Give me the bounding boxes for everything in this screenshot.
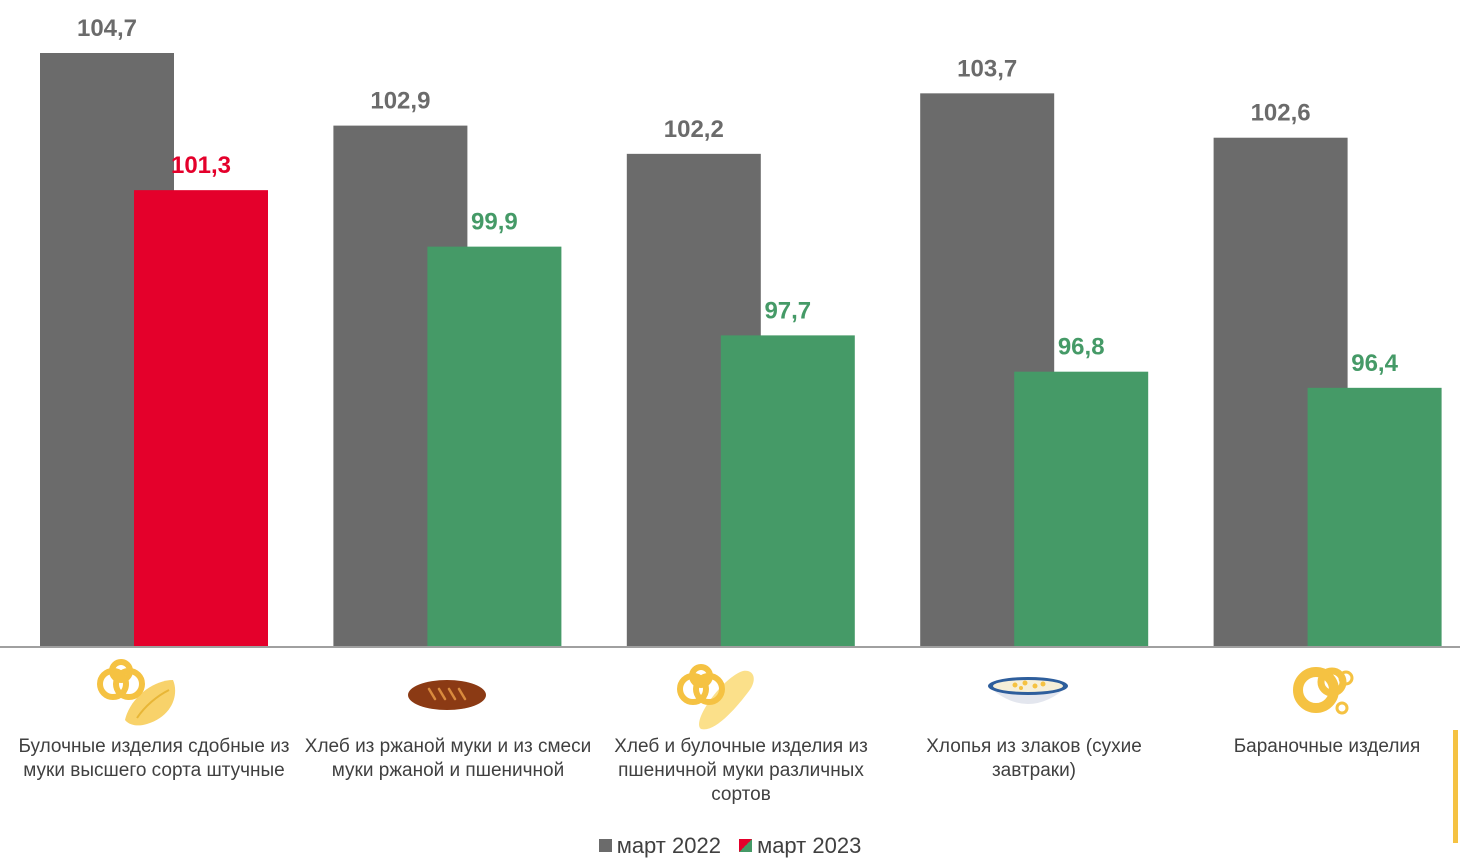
data-label-2023-3: 97,7 (764, 297, 811, 324)
data-label-2022-4: 103,7 (957, 55, 1017, 82)
data-label-2022-5: 102,6 (1251, 100, 1311, 127)
legend-swatch-2022 (598, 839, 612, 852)
category-label-5: Бараночные изделия (1233, 736, 1421, 757)
category-label-1: Булочные изделия сдобные из муки высшего… (18, 736, 290, 781)
cereal-bowl-icon (983, 672, 1073, 722)
legend-item-2023: март 2023 (739, 833, 861, 859)
legend-label-2023: март 2023 (757, 832, 862, 858)
data-label-2023-2: 99,9 (471, 209, 518, 236)
data-label-2022-2: 102,9 (370, 88, 430, 115)
data-label-2023-5: 96,4 (1351, 350, 1398, 377)
legend-label-2022: март 2022 (616, 832, 721, 858)
data-label-2022-3: 102,2 (664, 116, 724, 143)
bar-2023-3 (720, 335, 855, 646)
rye-bread-icon (405, 675, 490, 720)
pretzel-baguette-icon (675, 663, 765, 738)
bagels-icon (1290, 660, 1360, 725)
bar-2023-4 (1014, 371, 1149, 646)
category-label-3: Хлеб и булочные изделия из пшеничной мук… (614, 736, 868, 805)
category-label-4: Хлопья из злаков (сухие завтраки) (926, 736, 1142, 781)
legend-swatch-2023 (739, 839, 753, 852)
accent-bar (1453, 730, 1458, 843)
bar-2023-5 (1307, 387, 1442, 646)
data-label-2022-1: 104,7 (77, 15, 137, 42)
bar-2023-2 (427, 246, 562, 646)
category-label-2: Хлеб из ржаной муки и из смеси муки ржан… (304, 736, 592, 781)
legend-item-2022: март 2022 (598, 832, 721, 859)
data-label-2023-4: 96,8 (1058, 334, 1105, 361)
bar-2023-1 (134, 190, 268, 646)
pretzel-croissant-icon (95, 658, 185, 733)
data-label-2023-1: 101,3 (171, 152, 231, 179)
legend: март 2022 март 2023 (0, 832, 1460, 859)
